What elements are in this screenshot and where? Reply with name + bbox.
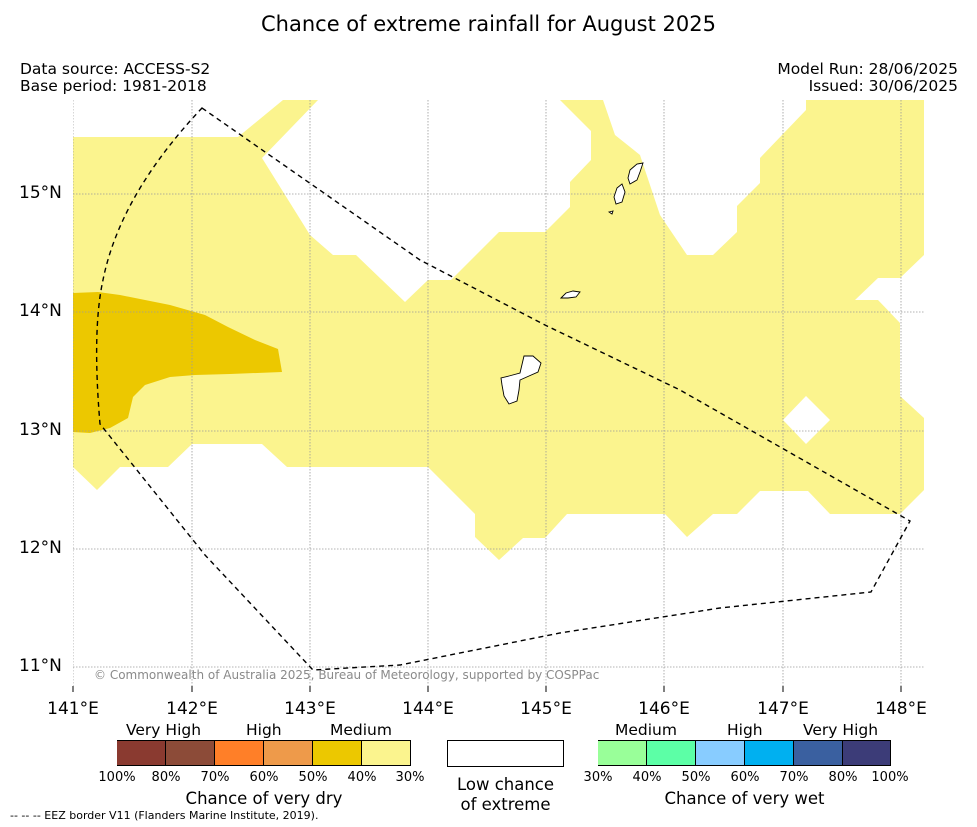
island-outlines [500, 162, 644, 405]
dry-swatch-4 [264, 740, 313, 766]
wet-percent-label: 50% [681, 770, 711, 785]
wet-legend-title: Chance of very wet [664, 789, 825, 808]
medium-dry-region [73, 100, 924, 560]
lon-tick-label: 143°E [284, 699, 336, 719]
dry-swatch-2 [166, 740, 215, 766]
lat-tick-label: 13°N [19, 420, 62, 440]
dry-percent-label: 60% [249, 770, 279, 785]
lon-tick-label: 146°E [638, 699, 690, 719]
lon-tick-label: 147°E [757, 699, 809, 719]
low-chance-label: Low chance of extreme [447, 775, 564, 815]
wet-swatch-3 [696, 740, 745, 766]
lon-tick-label: 141°E [47, 699, 99, 719]
dry-legend-title: Chance of very dry [185, 789, 343, 808]
wet-category-medium: Medium [615, 721, 677, 739]
model-run: Model Run: 28/06/2025 [777, 60, 958, 78]
wet-swatch-6 [843, 740, 891, 766]
meta-left: Data source: ACCESS-S2 Base period: 1981… [20, 61, 210, 95]
lat-tick-label: 15°N [19, 183, 62, 203]
dry-category-high: High [246, 721, 282, 739]
lon-tick-label: 142°E [166, 699, 218, 719]
dry-percent-label: 40% [347, 770, 377, 785]
wet-percent-label: 30% [583, 770, 613, 785]
dry-category-very-high: Very High [126, 721, 202, 739]
wet-percent-label: 70% [779, 770, 809, 785]
dry-percent-label: 100% [98, 770, 136, 785]
chart-title: Chance of extreme rainfall for August 20… [261, 12, 716, 36]
wet-swatch-4 [745, 740, 794, 766]
lon-tick-label: 145°E [520, 699, 572, 719]
island-rota [559, 290, 581, 299]
island-aguijan [607, 210, 614, 215]
dry-percent-label: 50% [298, 770, 328, 785]
meta-right: Model Run: 28/06/2025 Issued: 30/06/2025 [777, 61, 958, 95]
wet-swatch-5 [794, 740, 843, 766]
low-chance-hole [783, 396, 830, 444]
wet-swatch-2 [647, 740, 696, 766]
island-guam [500, 355, 542, 405]
wet-percent-label: 80% [828, 770, 858, 785]
dry-swatch-6 [362, 740, 411, 766]
island-saipan [627, 162, 644, 185]
wet-percent-label: 100% [871, 770, 909, 785]
dry-swatch-3 [215, 740, 264, 766]
axis-ticks [72, 686, 902, 692]
dry-swatch-1 [117, 740, 166, 766]
wet-percent-label: 40% [632, 770, 662, 785]
dry-category-medium: Medium [330, 721, 392, 739]
lon-tick-label: 148°E [875, 699, 927, 719]
wet-swatch-1 [598, 740, 647, 766]
data-source: Data source: ACCESS-S2 [20, 60, 211, 78]
wet-percent-label: 60% [730, 770, 760, 785]
copyright-notice: © Commonwealth of Australia 2025, Bureau… [94, 668, 600, 682]
dry-percent-label: 30% [395, 770, 425, 785]
base-period: Base period: 1981-2018 [20, 77, 207, 95]
lat-tick-label: 11°N [19, 656, 62, 676]
dry-percent-label: 80% [151, 770, 181, 785]
dry-percent-label: 70% [200, 770, 230, 785]
eez-border-note: -- -- -- EEZ border V11 (Flanders Marine… [10, 809, 319, 822]
grid-lines [73, 100, 924, 686]
low-chance-swatch [447, 740, 564, 767]
medium-high-dry-region [73, 292, 282, 433]
lat-tick-label: 14°N [19, 301, 62, 321]
low-chance-line2: of extreme [460, 795, 551, 814]
wet-category-high: High [727, 721, 763, 739]
lat-tick-label: 12°N [19, 538, 62, 558]
wet-category-very-high: Very High [803, 721, 879, 739]
island-tinian [613, 183, 626, 205]
eez-border [95, 107, 911, 671]
dry-swatch-5 [313, 740, 362, 766]
lon-tick-label: 144°E [402, 699, 454, 719]
issued-date: Issued: 30/06/2025 [808, 77, 958, 95]
low-chance-line1: Low chance [456, 775, 555, 794]
